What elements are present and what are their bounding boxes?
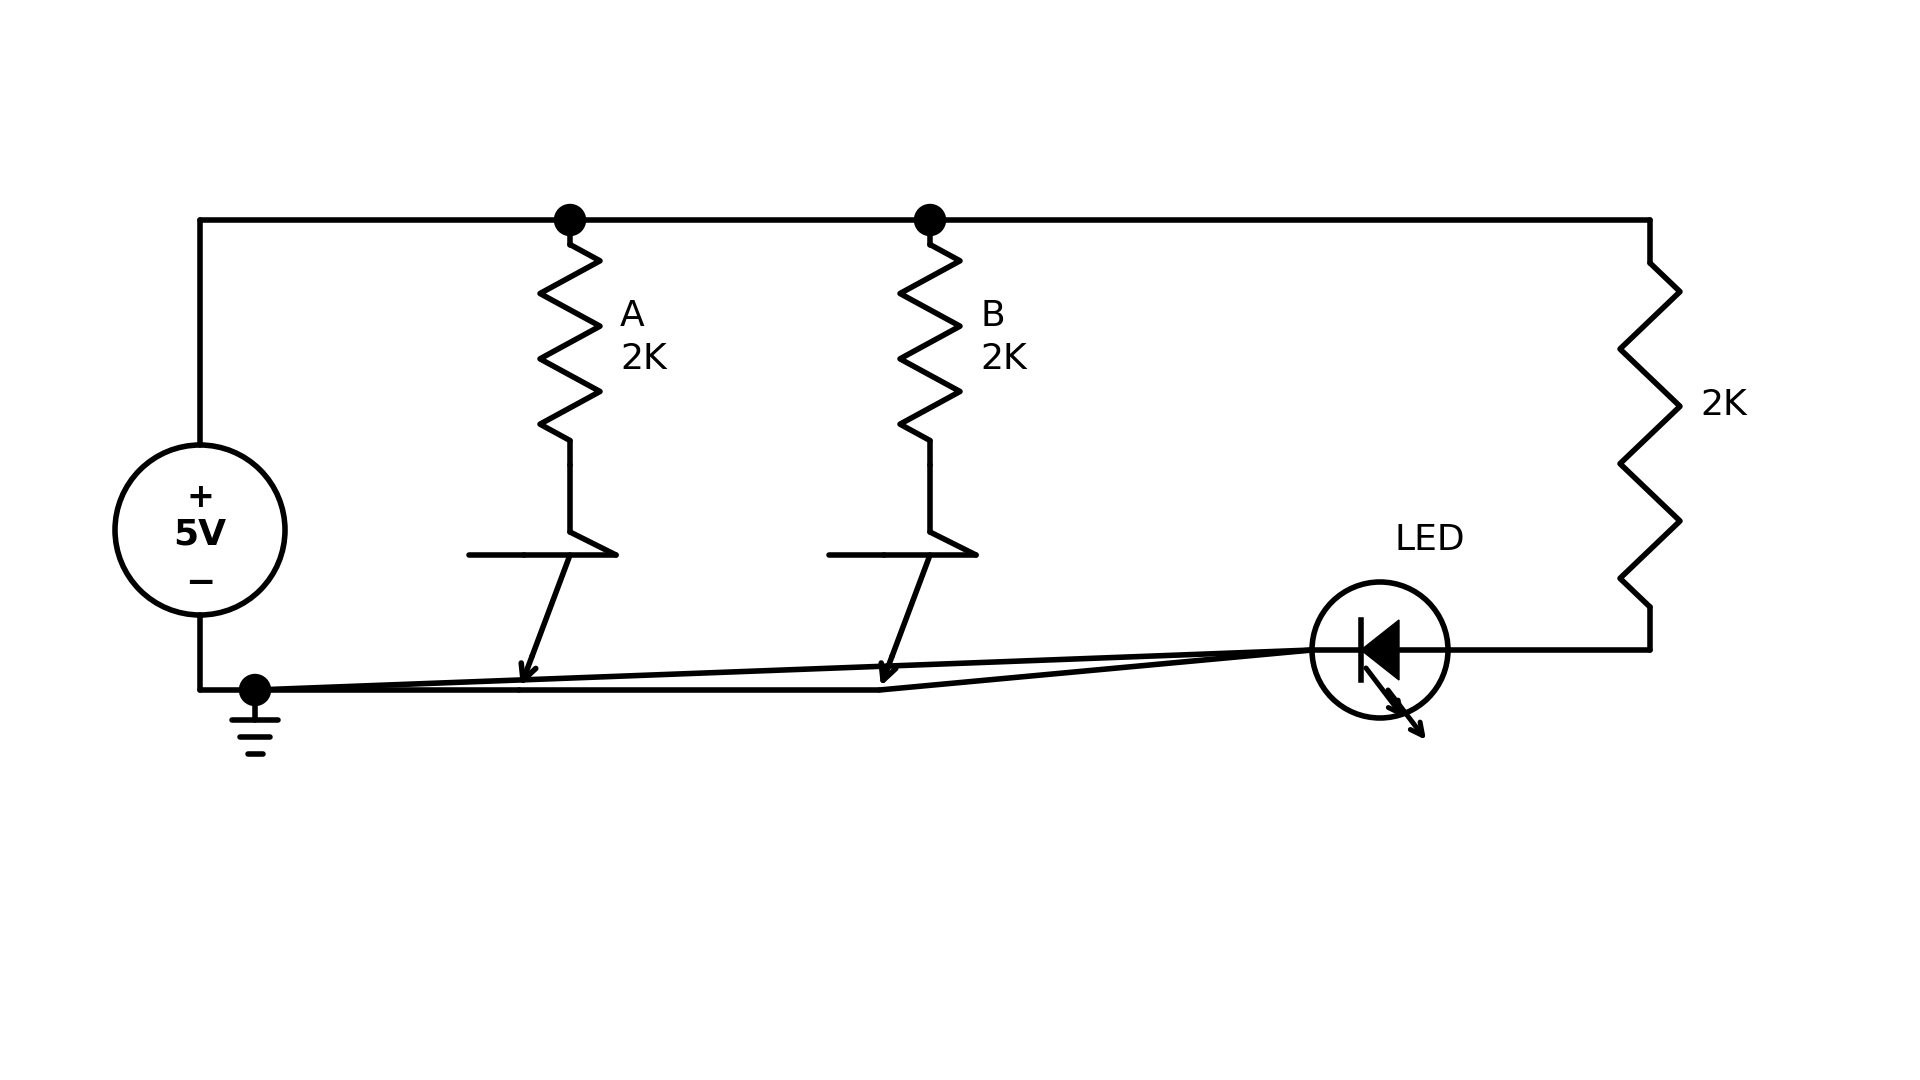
Text: B
2K: B 2K — [979, 299, 1027, 376]
Text: A
2K: A 2K — [620, 299, 666, 376]
Polygon shape — [1361, 620, 1400, 680]
Text: 5V: 5V — [173, 517, 227, 551]
Text: +: + — [186, 482, 213, 514]
Circle shape — [914, 204, 945, 235]
Text: 2K: 2K — [1699, 388, 1747, 422]
Text: −: − — [184, 566, 215, 599]
Circle shape — [240, 675, 271, 705]
Text: LED: LED — [1394, 523, 1465, 557]
Circle shape — [555, 204, 586, 235]
